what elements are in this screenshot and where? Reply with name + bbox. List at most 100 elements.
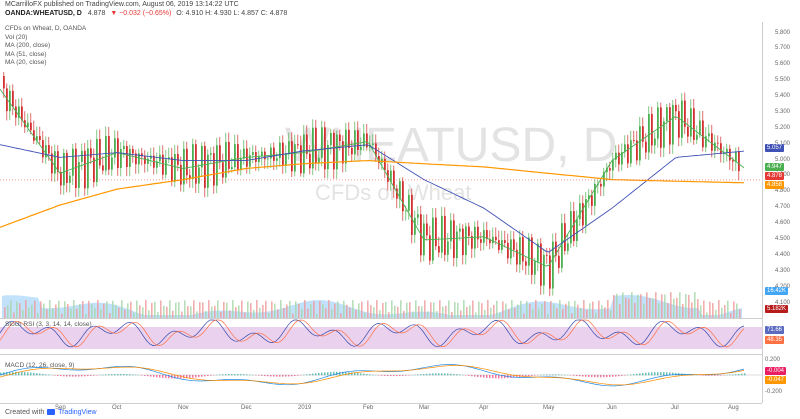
macd-histogram-bar [285, 375, 287, 377]
macd-histogram-bar [711, 375, 713, 376]
macd-label: MACD (12, 26, close, 9) [5, 362, 75, 369]
candle-body [66, 152, 68, 183]
volume-bar [166, 306, 168, 318]
volume-bar [202, 302, 204, 318]
volume-bar [238, 305, 240, 318]
macd-histogram-bar [633, 374, 635, 376]
macd-histogram-bar [576, 375, 578, 377]
volume-bar [415, 300, 417, 318]
volume-bar [658, 303, 660, 318]
candle-body [309, 153, 311, 169]
macd-histogram-bar [357, 372, 359, 376]
macd-histogram-bar [135, 374, 137, 376]
candle-body [732, 160, 734, 162]
macd-histogram-bar [642, 373, 644, 376]
candle-body [354, 130, 356, 155]
candle-body [396, 188, 398, 199]
candle-body [291, 141, 293, 172]
macd-panel[interactable] [0, 355, 762, 403]
macd-histogram-bar [90, 375, 92, 376]
time-axis-label: Aug [728, 405, 739, 411]
volume-bar [448, 300, 450, 318]
macd-histogram-bar [108, 374, 110, 376]
volume-bar [352, 300, 354, 318]
candle-body [399, 181, 401, 199]
stoch-rsi-panel[interactable] [0, 319, 762, 353]
volume-bar [217, 300, 219, 318]
footer-brand[interactable]: TradingView [58, 409, 97, 416]
macd-histogram-bar [621, 375, 623, 376]
volume-bar [244, 312, 246, 318]
candle-body [573, 211, 575, 241]
candle-body [600, 183, 602, 187]
candle-body [240, 158, 242, 171]
candle-body [72, 148, 74, 176]
macd-histogram-bar [210, 375, 212, 376]
candle-body [339, 134, 341, 142]
candle-body [285, 153, 287, 166]
candle-body [123, 146, 125, 149]
macd-histogram-bar [297, 375, 299, 376]
candle-body [438, 246, 440, 253]
macd-histogram-bar [9, 371, 11, 376]
author-line: MCarrilloFX published on TradingView.com… [5, 1, 239, 8]
candle-body [390, 170, 392, 182]
macd-histogram-bar [186, 375, 188, 379]
macd-histogram-bar [330, 371, 332, 376]
candle-body [234, 144, 236, 168]
volume-bar [697, 299, 699, 318]
candle-body [129, 149, 131, 167]
macd-histogram-bar [228, 374, 230, 376]
volume-bar [394, 305, 396, 318]
volume-bar [568, 301, 570, 318]
volume-bar [454, 301, 456, 318]
candle-body [54, 151, 56, 174]
volume-bar [160, 300, 162, 318]
macd-histogram-bar [432, 373, 434, 376]
macd-histogram-bar [516, 375, 518, 378]
macd-histogram-bar [597, 375, 599, 378]
volume-bar [343, 300, 345, 318]
macd-histogram-bar [486, 375, 488, 378]
macd-histogram-bar [657, 372, 659, 376]
macd-histogram-bar [501, 375, 503, 379]
volume-bar [622, 292, 624, 318]
volume-bar [550, 300, 552, 318]
candle-body [720, 143, 722, 154]
candle-body [6, 88, 8, 112]
macd-histogram-bar [426, 373, 428, 376]
candle-body [276, 158, 278, 161]
volume-bar [736, 303, 738, 318]
price-axis-label: 4.600 [775, 220, 791, 227]
candle-body [456, 231, 458, 258]
macd-histogram-bar [177, 375, 179, 379]
macd-histogram-bar [180, 375, 182, 379]
candle-body [366, 133, 368, 148]
chart-legend: CFDs on Wheat, D, OANDA Vol (20) MA (200… [5, 25, 86, 68]
candle-body [534, 261, 536, 275]
candle-body [639, 126, 641, 161]
volume-bar [565, 303, 567, 318]
macd-histogram-bar [558, 374, 560, 376]
price-axis-label: 4.400 [775, 251, 791, 258]
ma200-line [0, 159, 745, 228]
volume-bar [439, 300, 441, 318]
volume-bar [400, 300, 402, 318]
macd-histogram-bar [156, 375, 158, 378]
candle-body [270, 147, 272, 159]
candle-body [330, 132, 332, 146]
volume-bar [136, 300, 138, 318]
legend-ma20: MA (20, close) [5, 59, 47, 66]
candle-body [69, 175, 71, 183]
macd-histogram-bar [441, 373, 443, 376]
macd-histogram-bar [282, 375, 284, 377]
macd-histogram-bar [309, 374, 311, 376]
macd-histogram-bar [264, 375, 266, 377]
macd-histogram-bar [570, 375, 572, 376]
price-chart[interactable] [0, 22, 762, 322]
macd-histogram-bar [444, 373, 446, 376]
volume-bar [154, 301, 156, 318]
macd-histogram-bar [600, 375, 602, 378]
macd-histogram-bar [105, 374, 107, 376]
volume-bar [475, 312, 477, 318]
